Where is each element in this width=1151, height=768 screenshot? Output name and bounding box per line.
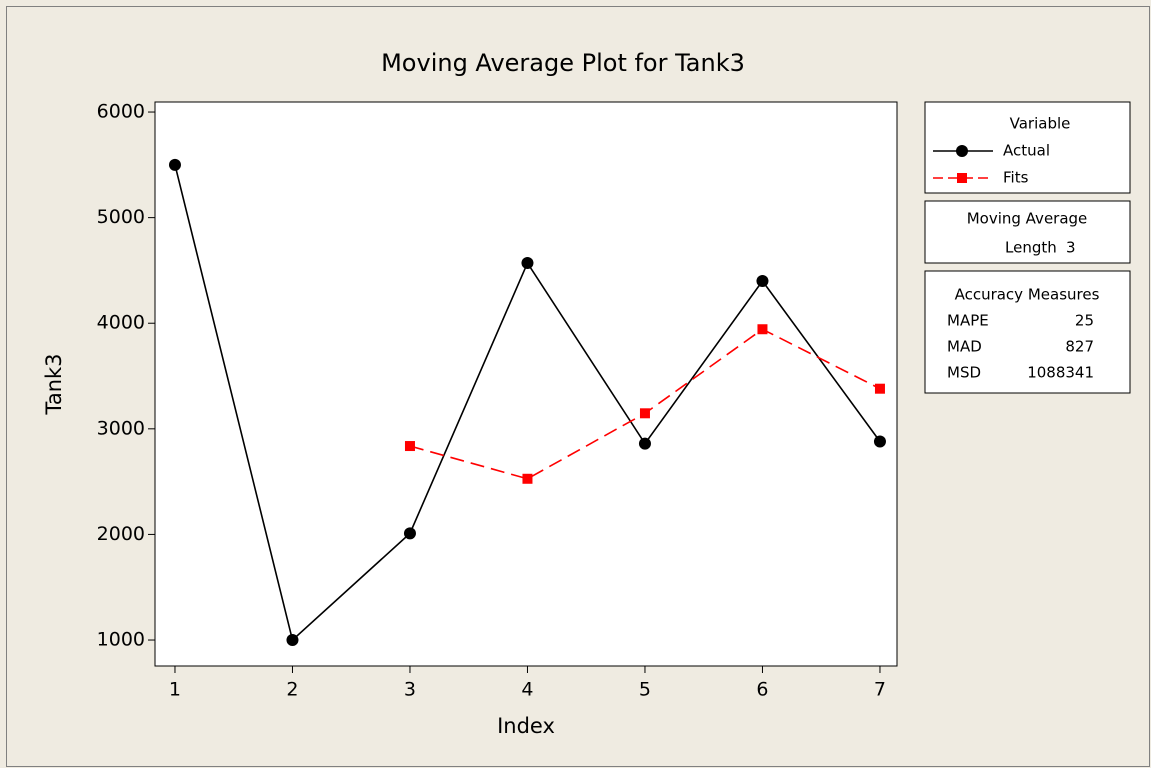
data-point — [873, 435, 886, 448]
y-tick-label: 2000 — [97, 523, 145, 545]
y-tick-label: 4000 — [97, 312, 145, 334]
x-tick-label: 1 — [169, 679, 181, 701]
y-tick-label: 1000 — [97, 629, 145, 651]
x-axis-label: Index — [497, 714, 555, 738]
data-point — [286, 634, 299, 647]
y-axis-label: Tank3 — [42, 353, 66, 415]
legend-label: Fits — [1003, 169, 1029, 187]
legend-title: Variable — [1010, 115, 1071, 133]
measure-value: 25 — [1075, 312, 1094, 330]
y-tick-label: 5000 — [97, 206, 145, 228]
measure-value: 1088341 — [1027, 364, 1094, 382]
measure-name: MAD — [947, 338, 982, 356]
measure-value: 827 — [1065, 338, 1094, 356]
data-point — [757, 324, 768, 335]
legend-marker — [957, 173, 967, 183]
x-tick-label: 5 — [639, 679, 651, 701]
legend-label: Actual — [1003, 142, 1050, 160]
plot-area — [154, 101, 898, 667]
length-label: Length — [1005, 239, 1057, 257]
data-point — [522, 473, 533, 484]
x-tick-label: 2 — [286, 679, 298, 701]
data-point — [756, 274, 769, 287]
y-tick-label: 3000 — [97, 417, 145, 439]
measure-name: MSD — [947, 364, 981, 382]
data-point — [638, 437, 651, 450]
method-box — [924, 200, 1131, 264]
data-point — [168, 158, 181, 171]
x-tick-label: 4 — [521, 679, 533, 701]
accuracy-box — [924, 270, 1131, 394]
data-point — [639, 408, 650, 419]
accuracy-title: Accuracy Measures — [955, 286, 1100, 304]
x-tick-label: 7 — [874, 679, 886, 701]
length-value: 3 — [1066, 239, 1076, 257]
x-tick-label: 3 — [404, 679, 416, 701]
method-title: Moving Average — [967, 210, 1088, 228]
data-point — [404, 441, 415, 452]
x-tick-label: 6 — [756, 679, 768, 701]
chart-title: Moving Average Plot for Tank3 — [381, 49, 745, 77]
measure-name: MAPE — [947, 312, 989, 330]
data-point — [521, 257, 534, 270]
y-tick-label: 6000 — [97, 101, 145, 123]
data-point — [403, 527, 416, 540]
legend-marker — [956, 145, 968, 157]
data-point — [874, 383, 885, 394]
